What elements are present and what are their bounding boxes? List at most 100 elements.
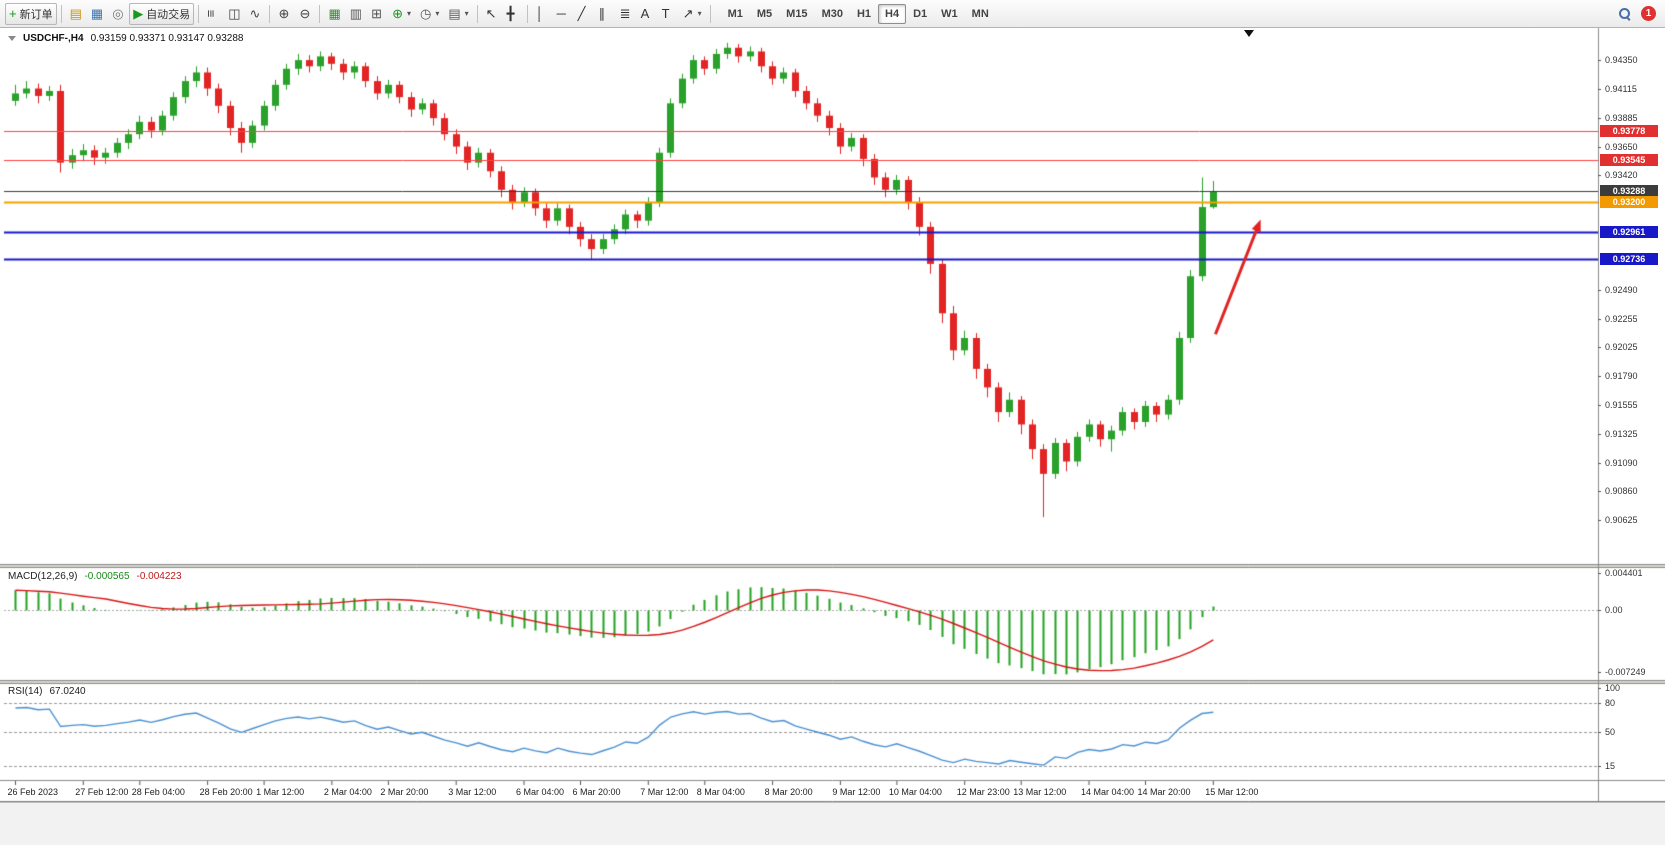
toolbar-separator — [476, 4, 478, 23]
trendline-icon: ╱ — [577, 6, 586, 21]
timeframe-mn-button[interactable]: MN — [965, 4, 996, 24]
rsi-axis-label: 100 — [1605, 683, 1621, 693]
bar-chart-type-icon: ≡ — [203, 9, 219, 18]
rsi-label-row: RSI(14) 67.0240 — [8, 686, 86, 697]
autotrading-icon: ▶ — [133, 6, 144, 21]
price-axis-label: 0.91090 — [1605, 457, 1638, 468]
zoom-in-button[interactable]: ⊕ — [274, 3, 294, 25]
hline-price-tag: 0.92961 — [1600, 225, 1658, 238]
new-order-button-label: 新订单 — [19, 8, 53, 21]
macd-label: MACD(12,26,9) — [8, 571, 78, 582]
rsi-axis-label: 80 — [1605, 698, 1616, 709]
zoom-out-button[interactable]: ⊖ — [295, 3, 315, 25]
autotrading-button[interactable]: ▶ 自动交易 — [129, 2, 195, 25]
search-button[interactable] — [1615, 3, 1635, 25]
label-button[interactable]: T — [658, 3, 678, 25]
chart-shift-marker-icon[interactable] — [1244, 30, 1254, 37]
indicators-button[interactable]: ⊕ ▾ — [388, 3, 415, 25]
search-icon-handle — [1625, 16, 1631, 21]
label-icon: T — [661, 6, 670, 21]
fibonacci-button[interactable]: ≣ — [616, 3, 636, 25]
shapes-button[interactable]: ↗ ▾ — [679, 3, 706, 25]
toolbar-separator — [709, 4, 711, 23]
periods-icon: ◷ — [420, 6, 432, 21]
timeframe-w1-button[interactable]: W1 — [934, 4, 965, 24]
cascade-windows-button[interactable]: ▥ — [346, 3, 366, 25]
toolbar-separator — [60, 4, 62, 23]
price-axis-label: 0.93885 — [1605, 112, 1638, 123]
market-watch-button[interactable]: ▤ — [66, 3, 86, 25]
vertical-line-button[interactable]: │ — [532, 3, 552, 25]
toolbar-separator — [319, 4, 321, 23]
search-icon-circle — [1619, 8, 1630, 19]
time-axis-label: 28 Feb 20:00 — [199, 787, 253, 797]
crosshair-button[interactable]: ╋ — [503, 3, 523, 25]
time-axis-label: 13 Mar 12:00 — [1013, 787, 1067, 797]
dropdown-caret-icon: ▾ — [406, 9, 411, 18]
text-icon: A — [640, 6, 650, 21]
market-watch-icon: ▤ — [69, 6, 82, 21]
navigator-button[interactable]: ◎ — [108, 3, 128, 25]
channel-button[interactable]: ∥ — [595, 3, 615, 25]
timeframe-m30-button[interactable]: M30 — [815, 4, 850, 24]
notification-badge[interactable]: 1 — [1641, 6, 1656, 21]
crosshair-icon: ╋ — [506, 6, 515, 21]
fibonacci-icon: ≣ — [619, 6, 631, 21]
hline-price-tag: 0.93545 — [1600, 153, 1658, 166]
chart-title: USDCHF-,H4 0.93159 0.93371 0.93147 0.932… — [8, 33, 244, 44]
candlestick-type-button[interactable]: ◫ — [224, 3, 244, 25]
templates-icon: ▤ — [448, 6, 461, 21]
toolbar: + 新订单 ▤ ▦ ◎ ▶ 自动交易 ≡ ◫ ∿ ⊕ ⊖ ▦ ▥ ⊞ ⊕ ▾ ◷ ▾ ▤ ▾ ↖ ╋ │ ─ ╱ ∥ ≣ A T ↗ ▾ M1… — [0, 0, 1665, 28]
new-order-button[interactable]: + 新订单 — [5, 2, 57, 25]
price-axis-label: 0.93420 — [1605, 169, 1638, 180]
cursor-button[interactable]: ↖ — [482, 3, 502, 25]
price-axis-label: 0.92255 — [1605, 313, 1638, 324]
trendline-button[interactable]: ╱ — [574, 3, 594, 25]
price-axis-label: 0.90625 — [1605, 515, 1638, 526]
indicators-icon: ⊕ — [392, 6, 403, 21]
time-axis-label: 2 Mar 20:00 — [380, 787, 429, 797]
zoom-in-icon: ⊕ — [278, 6, 290, 21]
timeframe-d1-button[interactable]: D1 — [906, 4, 934, 24]
data-window-icon: ▦ — [90, 6, 104, 21]
timeframe-h1-button[interactable]: H1 — [850, 4, 878, 24]
time-axis-label: 2 Mar 04:00 — [323, 787, 372, 797]
price-axis-label: 0.94350 — [1605, 55, 1638, 66]
arrange-windows-button[interactable]: ⊞ — [367, 3, 387, 25]
bar-chart-type-button[interactable]: ≡ — [203, 3, 223, 25]
zoom-out-icon: ⊖ — [299, 6, 311, 21]
templates-button[interactable]: ▤ ▾ — [444, 3, 472, 25]
vertical-line-icon: │ — [535, 6, 544, 21]
autotrading-button-label: 自动交易 — [146, 8, 191, 21]
time-axis-label: 1 Mar 12:00 — [256, 787, 305, 797]
timeframe-m15-button[interactable]: M15 — [779, 4, 814, 24]
hline-price-tag: 0.92736 — [1600, 253, 1658, 266]
line-chart-type-button[interactable]: ∿ — [245, 3, 265, 25]
cascade-windows-icon: ▥ — [349, 6, 363, 21]
timeframe-m5-button[interactable]: M5 — [750, 4, 779, 24]
line-chart-type-icon: ∿ — [249, 6, 261, 21]
toolbar-buttons: + 新订单 ▤ ▦ ◎ ▶ 自动交易 ≡ ◫ ∿ ⊕ ⊖ ▦ ▥ ⊞ ⊕ ▾ ◷ ▾ ▤ ▾ ↖ ╋ │ ─ ╱ ∥ ≣ A T ↗ ▾ — [5, 2, 714, 25]
text-button[interactable]: A — [637, 3, 657, 25]
time-axis-label: 6 Mar 04:00 — [516, 787, 565, 797]
periods-button[interactable]: ◷ ▾ — [416, 3, 443, 25]
data-window-button[interactable]: ▦ — [87, 3, 107, 25]
toolbar-separator — [269, 4, 271, 23]
timeframe-h4-button[interactable]: H4 — [878, 3, 907, 24]
time-axis-label: 28 Feb 04:00 — [131, 787, 185, 797]
macd-value-signal: -0.004223 — [136, 571, 182, 582]
macd-axis-label: -0.007249 — [1605, 667, 1646, 677]
price-axis-label: 0.94115 — [1605, 84, 1637, 95]
rsi-value: 67.0240 — [49, 686, 86, 697]
chart-menu-toggle-icon[interactable] — [8, 36, 16, 41]
horizontal-line-button[interactable]: ─ — [553, 3, 573, 25]
tile-windows-button[interactable]: ▦ — [324, 3, 344, 25]
timeframe-m1-button[interactable]: M1 — [721, 4, 750, 24]
price-axis-label: 0.93650 — [1605, 141, 1638, 152]
search-icon — [1619, 8, 1631, 21]
chart-ohlc-values: 0.93159 0.93371 0.93147 0.93288 — [90, 33, 244, 44]
timeframe-group: M1 M5 M15 M30 H1 H4 D1 W1 MN — [721, 3, 996, 24]
price-axis-label: 0.91555 — [1605, 400, 1638, 411]
time-axis-label: 27 Feb 12:00 — [75, 787, 129, 797]
